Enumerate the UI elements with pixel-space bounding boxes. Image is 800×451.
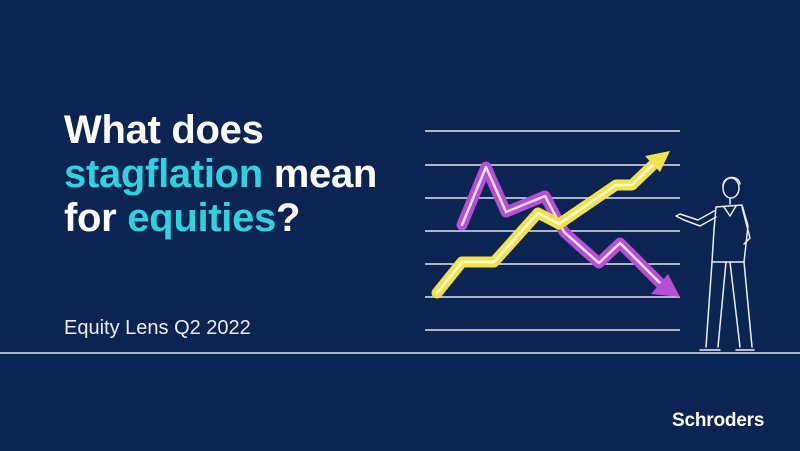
trend-down-arrow-icon [456,161,680,297]
headline-line-2: stagflation mean [64,152,424,196]
headline-accent-equities: equities [127,196,276,240]
headline-line-1: What does [64,108,424,152]
horizontal-lines [425,130,680,331]
headline: What does stagflation mean for equities? [64,108,424,240]
headline-text: ? [276,196,301,240]
headline-line-3: for equities? [64,196,424,240]
headline-text: What does [64,108,264,152]
subtitle: Equity Lens Q2 2022 [64,317,251,339]
headline-text: for [64,196,128,240]
trend-up-arrow-icon [431,151,670,299]
headline-text: mean [262,152,378,196]
headline-accent-stagflation: stagflation [64,152,263,196]
schroders-logo: Schroders [672,410,765,431]
presenter-person-icon [675,176,755,351]
